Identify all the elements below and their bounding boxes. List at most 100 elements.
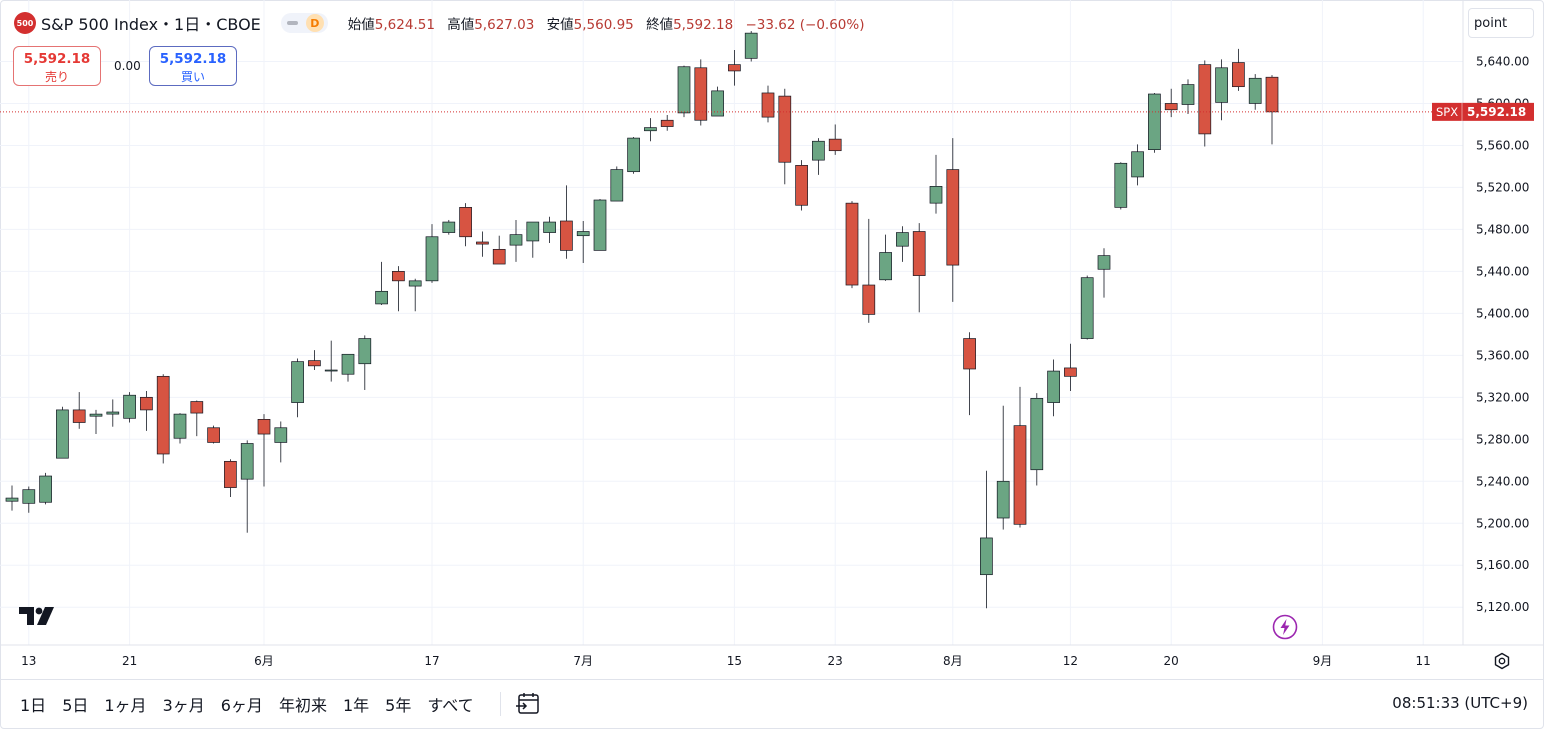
candle-body: [291, 361, 304, 403]
candle: [207, 425, 220, 444]
candle-body: [156, 375, 170, 455]
candle: [5, 485, 19, 511]
candle-body: [1097, 255, 1111, 270]
candle: [576, 221, 590, 263]
range-1[interactable]: 5日: [62, 696, 89, 715]
candle: [1097, 248, 1111, 298]
candle-body: [728, 64, 741, 72]
candle-body: [593, 199, 607, 251]
candle-body: [1198, 64, 1212, 135]
candle-body: [1131, 151, 1144, 178]
candle: [459, 203, 472, 247]
spread-value: 0.00: [114, 59, 141, 73]
candle-body: [459, 207, 472, 238]
y-tick-label: 5,120.00: [1476, 600, 1529, 614]
candle: [89, 409, 103, 435]
candle-body: [828, 138, 842, 152]
interval-pill[interactable]: D: [280, 13, 328, 33]
candle-body: [1148, 93, 1161, 150]
open-value: 5,624.51: [374, 17, 435, 33]
candle-body: [1232, 62, 1245, 88]
scale-mode-box[interactable]: point: [1468, 8, 1534, 38]
candle: [274, 421, 288, 463]
candle-body: [72, 409, 86, 423]
candle: [257, 414, 271, 487]
buy-button[interactable]: 5,592.18 買い: [149, 46, 237, 86]
candle: [980, 470, 993, 609]
candle-body: [761, 92, 775, 118]
y-tick-label: 5,440.00: [1476, 264, 1529, 278]
candle: [224, 459, 237, 498]
grid: [0, 0, 1463, 645]
candle: [392, 266, 405, 312]
candle-body: [862, 284, 876, 315]
symbol-title[interactable]: S&P 500 Index・1日・CBOE: [41, 15, 261, 34]
candle: [996, 405, 1010, 530]
candle-body: [240, 443, 254, 480]
open-label: 始値: [347, 17, 375, 33]
candle-body: [140, 396, 153, 411]
range-3[interactable]: 3ヶ月: [162, 696, 205, 715]
candle-body: [694, 67, 708, 121]
settings-gear-icon[interactable]: [1492, 651, 1512, 671]
candle: [123, 392, 136, 423]
candle-body: [543, 221, 556, 233]
x-tick-label: 13: [21, 654, 36, 668]
buy-label: 買い: [180, 70, 205, 84]
clock-time[interactable]: 08:51:33 (UTC+9): [1392, 694, 1528, 712]
lightning-icon[interactable]: [1272, 614, 1298, 640]
candle-body: [408, 280, 422, 287]
candle: [627, 137, 640, 174]
candle: [1064, 343, 1077, 392]
candle-body: [778, 95, 792, 163]
price-tag-value: 5,592.18: [1467, 105, 1526, 119]
candle-body: [845, 202, 859, 286]
range-2[interactable]: 1ヶ月: [104, 696, 147, 715]
y-tick-label: 5,320.00: [1476, 390, 1529, 404]
tradingview-logo-icon[interactable]: [18, 604, 58, 628]
sell-button[interactable]: 5,592.18 売り: [13, 46, 101, 86]
x-tick-label: 8月: [943, 654, 963, 668]
candle-body: [1030, 398, 1044, 471]
candle: [694, 59, 708, 126]
candle: [711, 86, 724, 117]
candle-body: [341, 353, 355, 375]
range-5[interactable]: 年初来: [278, 696, 327, 715]
range-4[interactable]: 6ヶ月: [220, 696, 263, 715]
x-tick-label: 23: [828, 654, 843, 668]
candle-body: [879, 252, 892, 281]
range-7[interactable]: 5年: [385, 696, 412, 715]
price-axis: 5,120.00 5,160.00 5,200.00 5,240.00 5,280.00…: [1476, 54, 1529, 614]
candle: [862, 218, 876, 323]
candle: [1013, 386, 1027, 528]
candle-body: [963, 338, 976, 370]
candle-body: [1248, 77, 1262, 104]
candle: [308, 350, 321, 371]
candle-body: [1164, 103, 1178, 111]
y-tick-label: 5,520.00: [1476, 180, 1529, 194]
candle-body: [207, 427, 220, 443]
candle-body: [980, 537, 993, 576]
candle: [543, 216, 556, 244]
candle: [761, 85, 775, 123]
close-value: 5,592.18: [673, 17, 734, 33]
candle: [72, 392, 86, 429]
candle-body: [1181, 84, 1195, 105]
candle-body: [896, 232, 909, 247]
interval-badge: D: [305, 14, 324, 32]
candle-body: [1013, 425, 1027, 525]
candle: [963, 332, 976, 416]
y-tick-label: 5,400.00: [1476, 306, 1529, 320]
range-8[interactable]: すべて: [427, 696, 474, 715]
range-0[interactable]: 1日: [20, 696, 47, 715]
y-tick-label: 5,480.00: [1476, 222, 1529, 236]
candle: [1215, 59, 1228, 121]
candle-body: [89, 413, 103, 417]
candle-body: [627, 137, 640, 173]
candle-body: [812, 140, 825, 161]
goto-date-icon[interactable]: [515, 692, 541, 716]
range-6[interactable]: 1年: [342, 696, 370, 715]
candle-body: [1215, 67, 1228, 103]
candle-body: [644, 127, 657, 132]
